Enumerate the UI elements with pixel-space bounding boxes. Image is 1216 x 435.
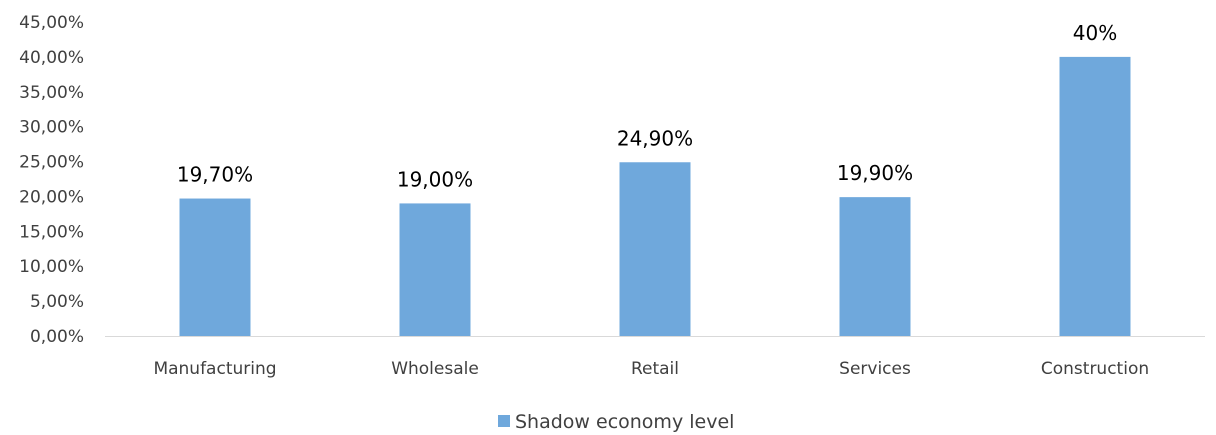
data-label: 19,90% — [837, 161, 913, 185]
x-tick-label: Services — [839, 359, 911, 379]
y-tick-label: 25,00% — [19, 153, 84, 173]
data-label: 24,90% — [617, 126, 693, 150]
x-tick-label: Manufacturing — [153, 359, 276, 379]
y-tick-label: 20,00% — [19, 187, 84, 207]
y-tick-label: 30,00% — [19, 118, 84, 138]
y-tick-label: 15,00% — [19, 222, 84, 242]
data-label: 19,70% — [177, 163, 253, 187]
bar-wholesale — [399, 203, 471, 336]
x-tick-label: Wholesale — [391, 359, 479, 379]
legend-swatch — [498, 415, 510, 427]
y-tick-label: 5,00% — [30, 292, 84, 312]
y-tick-label: 10,00% — [19, 257, 84, 277]
x-tick-label: Retail — [631, 359, 679, 379]
y-tick-label: 35,00% — [19, 83, 84, 103]
legend-label: Shadow economy level — [515, 411, 734, 433]
y-tick-label: 0,00% — [30, 327, 84, 347]
y-tick-label: 45,00% — [19, 13, 84, 33]
data-label: 40% — [1073, 21, 1117, 45]
data-label: 19,00% — [397, 167, 473, 191]
bar-construction — [1059, 56, 1131, 337]
y-tick-label: 40,00% — [19, 48, 84, 68]
bar-services — [839, 197, 911, 336]
bar-manufacturing — [179, 198, 251, 336]
x-tick-label: Construction — [1041, 359, 1149, 379]
bar-retail — [619, 162, 691, 336]
